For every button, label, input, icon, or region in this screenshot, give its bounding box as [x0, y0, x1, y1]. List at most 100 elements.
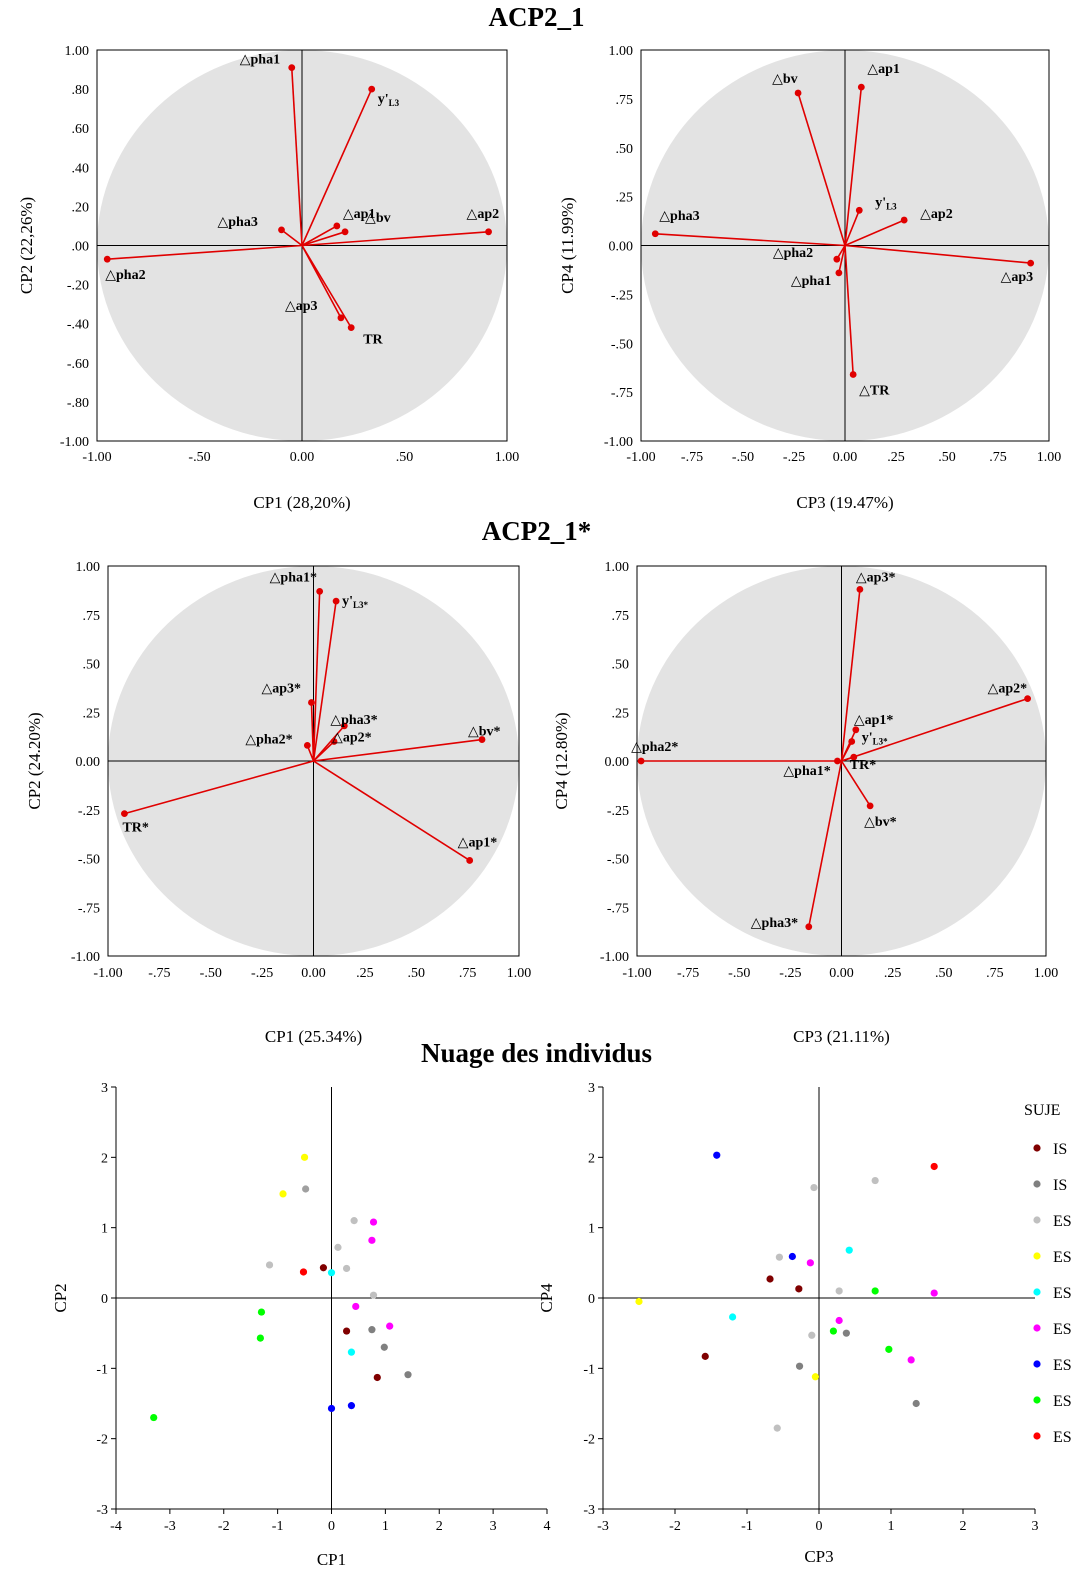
x-tick-label: -4: [110, 1519, 122, 1534]
variable-label: y'L3*: [342, 594, 368, 610]
y-tick-label: .75: [612, 609, 630, 624]
variable-point: [278, 226, 285, 234]
variable-label: △pha2*: [245, 732, 292, 747]
individual-point: [930, 1162, 938, 1171]
legend-label: ES: [1053, 1357, 1072, 1374]
y-axis-title: CP2 (22,26%): [17, 197, 36, 294]
variable-label: y'L3: [378, 92, 400, 108]
individual-point: [907, 1356, 915, 1364]
variable-vector: [840, 741, 853, 762]
variable-label: △ap3*: [261, 682, 301, 697]
x-tick-label: 0.00: [833, 450, 858, 465]
variable-label: △pha3*: [330, 713, 377, 728]
variable-point: [849, 371, 857, 378]
x-tick-label: 0.00: [290, 450, 315, 465]
variable-point: [308, 699, 315, 706]
y-tick-label: .50: [612, 658, 630, 673]
legend-marker: [1033, 1288, 1041, 1296]
individual-point: [265, 1261, 274, 1269]
legend-marker: [1033, 1144, 1041, 1152]
title-acp2-1-star: ACP2_1*: [481, 516, 592, 546]
variable-point: [466, 857, 474, 864]
variable-vector: [844, 245, 854, 375]
x-tick-label: -.25: [251, 966, 273, 981]
x-tick-label: -3: [164, 1519, 176, 1534]
correlation-circle-chart-4: -1.00 -.75 -.50 -.25 0.00 .25 .50 .75 1.00 1.00 .7…: [552, 560, 1058, 1046]
variable-vector: [301, 245, 352, 329]
individual-point: [635, 1297, 643, 1306]
individual-point: [829, 1327, 838, 1335]
y-tick-label: -.40: [67, 318, 89, 333]
legend-marker: [1033, 1216, 1041, 1224]
x-axis-title: CP3: [804, 1547, 833, 1566]
variable-vector: [844, 244, 1031, 264]
variable-vector: [313, 760, 471, 862]
legend-marker: [1033, 1396, 1041, 1404]
y-tick-label: -.25: [611, 288, 633, 303]
legend-label: ES: [1053, 1321, 1072, 1338]
y-axis-title: CP4 (12.80%): [552, 712, 571, 809]
variable-label: △pha2*: [631, 740, 678, 755]
variable-label: △ap1: [343, 207, 376, 222]
y-tick-label: -2: [96, 1433, 108, 1448]
y-tick-label: 1.00: [609, 44, 634, 59]
individual-point: [845, 1246, 853, 1254]
x-tick-label: .75: [459, 966, 477, 981]
x-tick-label: 0.00: [301, 966, 326, 981]
individual-point: [775, 1253, 784, 1261]
individual-point: [842, 1329, 850, 1337]
individual-point: [701, 1352, 709, 1360]
individual-point: [347, 1402, 356, 1410]
x-axis-title: CP1 (28,20%): [253, 493, 350, 512]
x-tick-label: 0: [328, 1519, 335, 1534]
y-tick-label: .60: [72, 122, 90, 137]
variable-point: [485, 228, 492, 236]
variable-label: △bv: [365, 211, 391, 226]
variable-label: △ap3*: [856, 570, 896, 585]
x-tick-label: -.75: [148, 966, 170, 981]
individual-point: [912, 1399, 920, 1408]
x-tick-label: .50: [938, 450, 956, 465]
legend-marker: [1033, 1324, 1041, 1332]
x-tick-label: .75: [986, 966, 1004, 981]
x-tick-label: -.50: [200, 966, 222, 981]
variable-label: △pha2: [105, 268, 145, 283]
variable-vector: [844, 210, 861, 246]
x-tick-label: 1.00: [1037, 450, 1062, 465]
y-tick-label: -1.00: [71, 950, 100, 965]
y-axis-title: CP2: [51, 1283, 70, 1312]
variable-point: [341, 228, 349, 236]
individual-point: [835, 1316, 843, 1325]
x-tick-label: -.75: [677, 966, 699, 981]
y-tick-label: -.75: [78, 901, 100, 916]
y-tick-label: .25: [83, 706, 101, 721]
y-tick-label: 1: [101, 1222, 108, 1237]
variable-vector: [807, 760, 843, 927]
x-tick-label: .25: [887, 450, 905, 465]
y-tick-label: .40: [72, 161, 90, 176]
variable-point: [303, 742, 311, 749]
variable-vector: [107, 244, 303, 260]
x-tick-label: 0.00: [829, 966, 854, 981]
individual-point: [871, 1287, 879, 1295]
variable-label: △bv*: [468, 725, 501, 740]
variable-point: [1027, 259, 1035, 267]
individual-point: [806, 1259, 814, 1267]
correlation-circle-chart-2: -1.00 -.75 -.50 -.25 0.00 .25 .50 .75 1.00 1.00 .7…: [558, 44, 1061, 512]
variable-point: [368, 85, 376, 93]
variable-label: △ap2*: [332, 731, 372, 746]
individual-point: [327, 1404, 336, 1413]
x-tick-label: 4: [544, 1519, 551, 1534]
variable-vector: [844, 87, 863, 246]
x-tick-label: 1.00: [495, 450, 520, 465]
legend-label: IS: [1053, 1177, 1067, 1194]
y-tick-label: 1: [588, 1222, 595, 1237]
variable-point: [855, 206, 863, 214]
y-tick-label: -.50: [607, 853, 629, 868]
variable-point: [848, 738, 856, 745]
y-tick-label: -1.00: [60, 435, 89, 450]
correlation-circle-chart-1: -1.00 -.50 0.00 .50 1.00 1.00 .80 .60 .40 .20 .00 -…: [17, 44, 519, 512]
y-tick-label: -2: [583, 1433, 595, 1448]
individual-point: [404, 1371, 412, 1379]
y-tick-label: -3: [96, 1503, 108, 1518]
